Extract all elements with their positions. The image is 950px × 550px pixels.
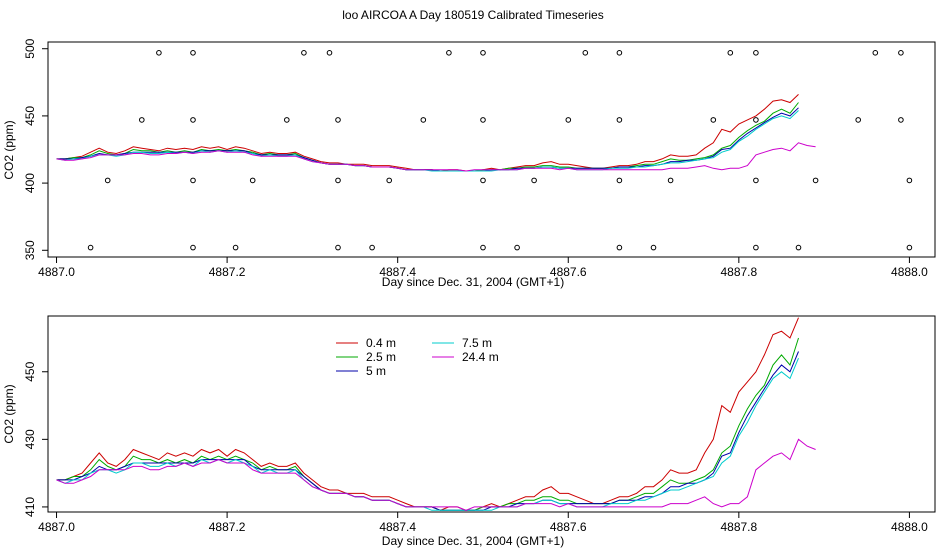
outlier-point	[139, 117, 145, 123]
top-y-tick-label: 500	[23, 38, 37, 58]
panel-top: 4887.0 4887.2 4887.4 4887.6 4887.8 4888.0 350 4…	[2, 38, 936, 289]
outlier-point	[335, 117, 341, 123]
legend-label: 2.5 m	[366, 350, 396, 364]
outlier-point	[753, 244, 759, 251]
outlier-point	[386, 177, 393, 184]
outlier-point	[190, 244, 196, 251]
outlier-point	[906, 177, 913, 184]
top-y-tick-label: 350	[23, 240, 37, 260]
outlier-point	[190, 177, 196, 184]
series-top	[56, 94, 816, 172]
outlier-point	[753, 50, 759, 56]
outlier-point	[232, 244, 239, 251]
outlier-point	[301, 50, 307, 56]
chart-title: loo AIRCOA A Day 180519 Calibrated Times…	[342, 8, 603, 22]
top-x-tick-label: 4887.4	[379, 265, 416, 279]
legend: 0.4 m2.5 m5 m 7.5 m24.4 m	[336, 336, 499, 378]
axis-ticks-top: 4887.0 4887.2 4887.4 4887.6 4887.8 4888.0 350 4…	[23, 38, 928, 279]
bottom-series-2-5-mm	[56, 337, 799, 511]
bottom-y-tick-label: 410	[23, 497, 37, 517]
outlier-point	[514, 244, 520, 251]
plot-frame-top	[47, 41, 936, 258]
outlier-point	[898, 117, 904, 123]
outlier-point	[531, 177, 537, 184]
outlier-point	[855, 117, 862, 123]
outlier-point	[727, 50, 734, 56]
bottom-x-tick-label: 4887.4	[379, 520, 416, 534]
bottom-x-tick-label: 4887.0	[38, 520, 75, 534]
bottom-series-7-5-mm	[56, 358, 799, 511]
panel-bottom: 4887.0 4887.2 4887.4 4887.6 4887.8 4888.0 410 4…	[2, 315, 936, 548]
outlier-point	[795, 244, 802, 251]
outlier-point	[326, 50, 333, 56]
plot-frame-bottom	[47, 315, 936, 513]
outlier-point	[420, 117, 427, 123]
outlier-point	[812, 177, 819, 184]
outlier-point	[898, 50, 904, 56]
outlier-point	[753, 177, 759, 184]
outlier-point	[190, 117, 196, 123]
outlier-point	[335, 177, 341, 184]
y-axis-label-bottom: CO2 (ppm)	[2, 384, 16, 443]
outlier-point	[753, 117, 759, 123]
legend-label: 7.5 m	[462, 336, 492, 350]
outlier-point	[616, 117, 623, 123]
x-axis-label-bottom: Day since Dec. 31, 2004 (GMT+1)	[382, 534, 564, 548]
top-x-tick-label: 4887.0	[38, 265, 75, 279]
bottom-x-tick-label: 4887.2	[209, 520, 246, 534]
y-axis-label-top: CO2 (ppm)	[2, 120, 16, 179]
top-series-7-5-mm	[56, 110, 799, 172]
outlier-point	[190, 50, 196, 56]
outlier-point	[480, 244, 486, 251]
outlier-point	[872, 50, 879, 56]
outlier-point	[156, 50, 162, 56]
top-x-tick-label: 4887.6	[550, 265, 587, 279]
top-x-tick-label: 4887.2	[209, 265, 246, 279]
outlier-point	[582, 50, 589, 56]
outlier-point	[87, 244, 94, 251]
legend-label: 5 m	[366, 364, 386, 378]
outlier-point	[667, 177, 674, 184]
bottom-y-tick-label: 450	[23, 361, 37, 381]
bottom-y-tick-label: 430	[23, 429, 37, 449]
top-y-tick-label: 400	[23, 173, 37, 193]
outlier-point	[565, 117, 572, 123]
bottom-x-tick-label: 4887.8	[720, 520, 757, 534]
outlier-points-top	[87, 50, 913, 251]
outlier-point	[906, 244, 913, 251]
outlier-point	[369, 244, 375, 251]
top-series-0-4-mm	[56, 94, 799, 172]
outlier-point	[616, 244, 623, 251]
top-series-24-4-mm	[56, 142, 816, 172]
top-y-tick-label: 450	[23, 106, 37, 126]
outlier-point	[480, 177, 486, 184]
outlier-point	[616, 50, 623, 56]
bottom-x-tick-label: 4888.0	[891, 520, 928, 534]
outlier-point	[480, 50, 486, 56]
axis-ticks-bottom: 4887.0 4887.2 4887.4 4887.6 4887.8 4888.0 410 4…	[23, 361, 928, 534]
outlier-point	[335, 244, 341, 251]
top-x-tick-label: 4887.8	[720, 265, 757, 279]
x-axis-label-top: Day since Dec. 31, 2004 (GMT+1)	[382, 275, 564, 289]
bottom-series-0-4-mm	[56, 317, 799, 511]
bottom-x-tick-label: 4887.6	[550, 520, 587, 534]
outlier-point	[710, 117, 717, 123]
outlier-point	[104, 177, 111, 184]
outlier-point	[650, 244, 657, 251]
outlier-point	[616, 177, 623, 184]
bottom-series-24-4-mm	[56, 438, 816, 511]
outlier-point	[446, 50, 452, 56]
outlier-point	[284, 117, 290, 123]
series-bottom	[56, 317, 816, 511]
legend-label: 24.4 m	[462, 350, 499, 364]
outlier-point	[249, 177, 256, 184]
top-x-tick-label: 4888.0	[891, 265, 928, 279]
outlier-point	[480, 117, 486, 123]
legend-label: 0.4 m	[366, 336, 396, 350]
